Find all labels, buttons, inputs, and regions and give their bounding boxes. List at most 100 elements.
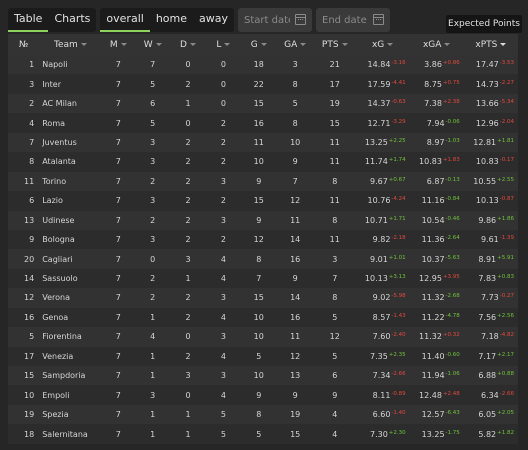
points-cell: 3: [313, 249, 356, 269]
xg-cell-value: 6.60: [372, 410, 391, 420]
points-cell: 19: [313, 93, 356, 114]
xpts-cell-diff: +1.81: [497, 137, 514, 144]
table-row: 10 Empoli 7 3 0 4 9 9 9 8.11-0.89 12.48+2.48 6.34-2…: [8, 385, 518, 405]
xga-cell: 10.54-0.46: [409, 210, 464, 230]
team-name-link[interactable]: Torino: [39, 171, 102, 192]
xga-cell-diff: +2.38: [442, 99, 460, 106]
team-name-link[interactable]: Juventus: [39, 132, 102, 153]
xga-cell-diff: -0.06: [445, 118, 460, 125]
row-number: 14: [8, 268, 40, 289]
xpts-cell: 5.82+1.82: [463, 424, 518, 444]
xga-cell: 11.94-1.06: [409, 366, 464, 386]
wins-cell: 1: [134, 346, 171, 366]
draws-cell: 2: [170, 171, 206, 192]
team-name-link[interactable]: Spezia: [39, 404, 102, 425]
xga-cell-value: 12.95: [419, 274, 442, 284]
team-name-link[interactable]: Bologna: [39, 229, 102, 250]
team-name-link[interactable]: Fiorentina: [39, 327, 102, 347]
col-header-xg[interactable]: xG: [355, 34, 410, 55]
xg-cell-value: 10.13: [364, 274, 388, 284]
team-name-link[interactable]: Verona: [39, 288, 102, 308]
table-header-row: № Team M W D L G GA PTS xG xGA xPTS: [8, 34, 518, 55]
points-cell: 7: [313, 268, 356, 289]
tab-away[interactable]: away: [199, 12, 228, 25]
xpts-cell-value: 7.56: [478, 312, 497, 322]
calendar-icon[interactable]: [295, 14, 306, 25]
col-header-team[interactable]: Team: [39, 34, 102, 55]
xpts-cell: 9.86+1.86: [463, 210, 518, 230]
xg-cell-diff: -3.16: [391, 60, 406, 67]
team-name-link[interactable]: Empoli: [39, 385, 102, 405]
wins-cell: 2: [134, 288, 171, 308]
matches-cell: 7: [101, 288, 135, 308]
team-name-link[interactable]: Salernitana: [39, 424, 102, 444]
goals-against-cell: 11: [276, 210, 314, 230]
col-header-goals-against[interactable]: GA: [276, 34, 314, 55]
col-header-draws[interactable]: D: [170, 34, 206, 55]
tab-home[interactable]: home: [155, 12, 187, 25]
goals-cell: 11: [241, 132, 277, 153]
xg-cell: 8.57-1.43: [355, 307, 410, 328]
matches-cell: 7: [101, 74, 135, 94]
xg-cell: 10.76-4.24: [355, 191, 410, 211]
col-header-wins[interactable]: W: [134, 34, 171, 55]
col-header-xpts[interactable]: xPTS: [463, 34, 518, 55]
xpts-cell-value: 6.88: [478, 371, 497, 381]
draws-cell: 2: [170, 191, 206, 211]
xga-cell-diff: -6.43: [445, 410, 460, 417]
xga-cell-value: 12.48: [419, 390, 442, 400]
goals-against-cell: 12: [276, 191, 314, 211]
xga-cell-diff: -5.63: [445, 254, 460, 261]
team-name-link[interactable]: Inter: [39, 74, 102, 94]
points-cell: 8: [313, 210, 356, 230]
team-name-link[interactable]: Atalanta: [39, 152, 102, 172]
xg-cell-value: 10.71: [364, 215, 388, 225]
xga-cell-value: 11.32: [421, 293, 445, 303]
draws-cell: 1: [170, 424, 206, 444]
team-name-link[interactable]: Genoa: [39, 307, 102, 328]
goals-against-cell: 9: [276, 268, 314, 289]
team-name-link[interactable]: Sampdoria: [39, 366, 102, 386]
xg-cell: 12.71-3.29: [355, 113, 410, 133]
team-name-link[interactable]: Sassuolo: [39, 268, 102, 289]
xpts-cell-diff: +2.55: [497, 176, 514, 183]
col-header-points[interactable]: PTS: [313, 34, 356, 55]
goals-against-cell: 19: [276, 404, 314, 425]
table-row: 4 Roma 7 5 0 2 16 8 15 12.71-3.29 7.94-0.06 12.96-2…: [8, 113, 518, 133]
goals-against-cell: 12: [276, 346, 314, 366]
xg-cell-diff: +3.13: [388, 274, 406, 281]
tab-charts[interactable]: Charts: [54, 12, 91, 25]
matches-cell: 7: [101, 210, 135, 230]
col-header-number[interactable]: №: [8, 34, 40, 55]
row-number: 3: [8, 74, 40, 94]
xga-cell-value: 10.54: [421, 215, 445, 225]
losses-cell: 0: [205, 74, 242, 94]
end-date-input[interactable]: [316, 8, 390, 33]
table-row: 16 Genoa 7 1 2 4 10 16 5 8.57-1.43 11.22-4.78 7.56+…: [8, 307, 518, 328]
team-name-link[interactable]: Venezia: [39, 346, 102, 366]
xg-cell: 8.11-0.89: [355, 385, 410, 405]
calendar-icon[interactable]: [373, 14, 384, 25]
xga-cell-diff: -0.13: [445, 176, 460, 183]
draws-cell: 0: [170, 385, 206, 405]
goals-against-cell: 14: [276, 229, 314, 250]
team-name-link[interactable]: Roma: [39, 113, 102, 133]
sort-icon: [189, 42, 196, 46]
start-date-input[interactable]: [238, 8, 312, 33]
tab-table[interactable]: Table: [8, 8, 49, 32]
team-name-link[interactable]: Udinese: [39, 210, 102, 230]
tab-overall[interactable]: overall: [100, 8, 150, 32]
xg-cell: 14.37-0.63: [355, 93, 410, 114]
col-header-xga[interactable]: xGA: [409, 34, 464, 55]
team-name-link[interactable]: Lazio: [39, 191, 102, 211]
col-header-losses[interactable]: L: [205, 34, 242, 55]
team-name-link[interactable]: Cagliari: [39, 249, 102, 269]
col-header-goals[interactable]: G: [241, 34, 277, 55]
col-header-matches[interactable]: M: [101, 34, 135, 55]
goals-cell: 10: [241, 152, 277, 172]
xg-cell-value: 14.37: [367, 99, 391, 109]
team-name-link[interactable]: Napoli: [39, 55, 102, 75]
team-name-link[interactable]: AC Milan: [39, 93, 102, 114]
xg-cell-diff: -2.40: [391, 332, 406, 339]
xga-cell-value: 11.32: [419, 332, 442, 342]
